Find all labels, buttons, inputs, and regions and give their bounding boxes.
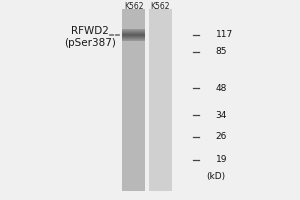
Text: 19: 19 [216, 155, 227, 164]
Text: 48: 48 [216, 84, 227, 93]
Text: (kD): (kD) [207, 172, 226, 181]
Text: K562: K562 [124, 2, 143, 11]
Text: 85: 85 [216, 47, 227, 56]
Bar [149, 9, 172, 191]
Text: (pSer387): (pSer387) [64, 38, 116, 48]
Text: 26: 26 [216, 132, 227, 141]
Text: 117: 117 [216, 30, 233, 39]
Text: K562: K562 [151, 2, 170, 11]
Text: RFWD2: RFWD2 [71, 26, 109, 36]
Bar [122, 9, 145, 191]
Text: 34: 34 [216, 111, 227, 120]
